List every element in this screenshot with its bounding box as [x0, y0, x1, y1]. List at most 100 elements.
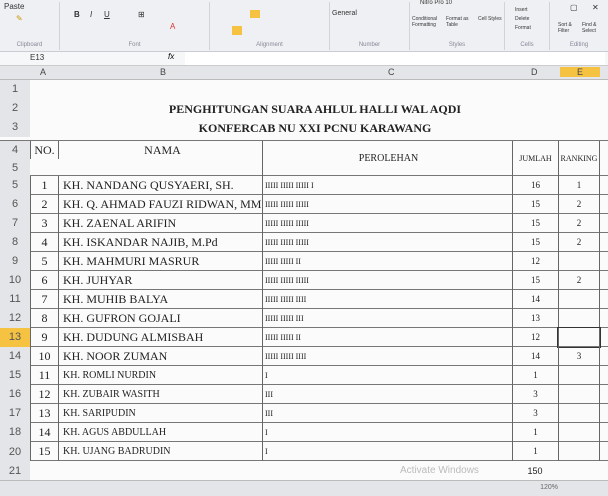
cell-jumlah[interactable]: 3 — [512, 404, 558, 423]
cell-nama[interactable]: KH. JUHYAR — [58, 271, 262, 290]
cell-nama[interactable]: KH. ROMLI NURDIN — [58, 366, 262, 385]
cell-nama[interactable]: KH. MAHMURI MASRUR — [58, 252, 262, 271]
cell-ranking[interactable] — [558, 252, 600, 271]
number-format-select[interactable]: General — [332, 10, 357, 17]
row-header[interactable]: 12 — [0, 309, 30, 328]
cell-jumlah[interactable]: 1 — [512, 442, 558, 461]
cell-perolehan[interactable]: IIIII IIIII IIIII — [262, 271, 512, 290]
cell-perolehan[interactable]: I — [262, 442, 512, 461]
cell-jumlah[interactable]: 1 — [512, 366, 558, 385]
cell-perolehan[interactable]: IIIII IIIII IIIII I — [262, 176, 512, 195]
cell-nama[interactable]: KH. DUDUNG ALMISBAH — [58, 328, 262, 347]
cell-ranking[interactable]: 2 — [558, 214, 600, 233]
row-header[interactable]: 18 — [0, 423, 30, 442]
cell-perolehan[interactable]: IIIII IIIII IIIII — [262, 233, 512, 252]
row-header[interactable]: 1 — [0, 80, 30, 99]
cell-jumlah[interactable]: 15 — [512, 195, 558, 214]
cell-no[interactable]: 3 — [30, 214, 58, 233]
cell-no[interactable]: 11 — [30, 366, 58, 385]
column-header-d[interactable]: D — [531, 67, 538, 77]
row-header[interactable]: 7 — [0, 214, 30, 233]
cell-no[interactable]: 5 — [30, 252, 58, 271]
row-header[interactable]: 21 — [0, 462, 30, 481]
cell-ranking[interactable] — [558, 366, 600, 385]
cell-no[interactable]: 4 — [30, 233, 58, 252]
cell-jumlah[interactable]: 15 — [512, 214, 558, 233]
italic-button[interactable]: I — [90, 10, 93, 19]
cell-nama[interactable]: KH. GUFRON GOJALI — [58, 309, 262, 328]
conditional-formatting-button[interactable]: Conditional Formatting — [412, 16, 438, 28]
cell-jumlah[interactable]: 12 — [512, 328, 558, 347]
total-jumlah[interactable]: 150 — [527, 466, 543, 476]
cell-no[interactable]: 14 — [30, 423, 58, 442]
cell-nama[interactable]: KH. AGUS ABDULLAH — [58, 423, 262, 442]
close-icon[interactable]: ✕ — [592, 3, 599, 12]
cell-perolehan[interactable]: IIIII IIIII II — [262, 328, 512, 347]
cell-ranking[interactable]: 1 — [558, 176, 600, 195]
cell-perolehan[interactable]: III — [262, 385, 512, 404]
cell-jumlah[interactable]: 3 — [512, 385, 558, 404]
cell-styles-button[interactable]: Cell Styles — [478, 16, 502, 22]
spreadsheet-grid[interactable]: 1 2 3 PENGHITUNGAN SUARA AHLUL HALLI WAL… — [0, 80, 608, 496]
borders-icon[interactable]: ⊞ — [138, 10, 145, 19]
row-header[interactable]: 5 — [0, 159, 30, 177]
cell-perolehan[interactable]: III — [262, 404, 512, 423]
cell-ranking[interactable] — [558, 290, 600, 309]
row-header[interactable]: 20 — [0, 443, 30, 462]
cell-ranking[interactable] — [558, 442, 600, 461]
row-header[interactable]: 13 — [0, 328, 30, 347]
find-select-button[interactable]: Find & Select — [582, 22, 597, 34]
format-button[interactable]: Format — [515, 25, 531, 31]
paste-button[interactable]: Paste — [4, 2, 25, 11]
cell-nama[interactable]: KH. SARIPUDIN — [58, 404, 262, 423]
format-painter-icon[interactable]: ✎ — [16, 14, 23, 23]
cell-perolehan[interactable]: I — [262, 366, 512, 385]
cell-perolehan[interactable]: I — [262, 423, 512, 442]
cell-ranking[interactable]: 2 — [558, 233, 600, 252]
cell-nama[interactable]: KH. ISKANDAR NAJIB, M.Pd — [58, 233, 262, 252]
row-header[interactable]: 6 — [0, 195, 30, 214]
row-header[interactable]: 14 — [0, 347, 30, 366]
cell-ranking[interactable] — [558, 309, 600, 328]
cell-nama[interactable]: KH. NANDANG QUSYAERI, SH. — [58, 176, 262, 195]
cell-perolehan[interactable]: IIIII IIIII IIII — [262, 347, 512, 366]
name-box[interactable]: E13 — [30, 53, 45, 62]
cell-jumlah[interactable]: 13 — [512, 309, 558, 328]
row-header[interactable]: 15 — [0, 366, 30, 385]
cell-jumlah[interactable]: 12 — [512, 252, 558, 271]
cell-no[interactable]: 10 — [30, 347, 58, 366]
cell-jumlah[interactable]: 14 — [512, 347, 558, 366]
cell-no[interactable]: 12 — [30, 385, 58, 404]
row-header[interactable]: 11 — [0, 290, 30, 309]
cell-no[interactable]: 7 — [30, 290, 58, 309]
cell-nama[interactable]: KH. Q. AHMAD FAUZI RIDWAN, MM — [58, 195, 262, 214]
row-header[interactable]: 4 — [0, 141, 30, 159]
cell-perolehan[interactable]: IIIII IIIII II — [262, 252, 512, 271]
cell-nama[interactable]: KH. UJANG BADRUDIN — [58, 442, 262, 461]
cell-jumlah[interactable]: 16 — [512, 176, 558, 195]
cell-jumlah[interactable]: 1 — [512, 423, 558, 442]
cell-nama[interactable]: KH. NOOR ZUMAN — [58, 347, 262, 366]
cell-no[interactable]: 15 — [30, 442, 58, 461]
row-header[interactable]: 5 — [0, 176, 30, 195]
row-header[interactable]: 3 — [0, 118, 30, 137]
row-header[interactable]: 9 — [0, 252, 30, 271]
cell-perolehan[interactable]: IIIII IIIII IIIII — [262, 195, 512, 214]
cell-perolehan[interactable]: IIIII IIIII IIII — [262, 290, 512, 309]
align-middle-button[interactable] — [250, 10, 260, 18]
cell-ranking[interactable]: 2 — [558, 195, 600, 214]
column-header-b[interactable]: B — [160, 67, 167, 77]
zoom-level[interactable]: 120% — [540, 484, 558, 491]
cell-perolehan[interactable]: IIIII IIIII III — [262, 309, 512, 328]
row-header[interactable]: 16 — [0, 385, 30, 404]
cell-ranking[interactable]: 3 — [558, 347, 600, 366]
font-color-icon[interactable]: A — [170, 22, 176, 31]
cell-nama[interactable]: KH. ZAENAL ARIFIN — [58, 214, 262, 233]
row-header[interactable]: 2 — [0, 99, 30, 118]
cell-no[interactable]: 9 — [30, 328, 58, 347]
cell-ranking[interactable]: 2 — [558, 271, 600, 290]
cell-no[interactable]: 1 — [30, 176, 58, 195]
delete-button[interactable]: Delete — [515, 16, 530, 22]
cell-nama[interactable]: KH. ZUBAIR WASITH — [58, 385, 262, 404]
row-header[interactable]: 8 — [0, 233, 30, 252]
